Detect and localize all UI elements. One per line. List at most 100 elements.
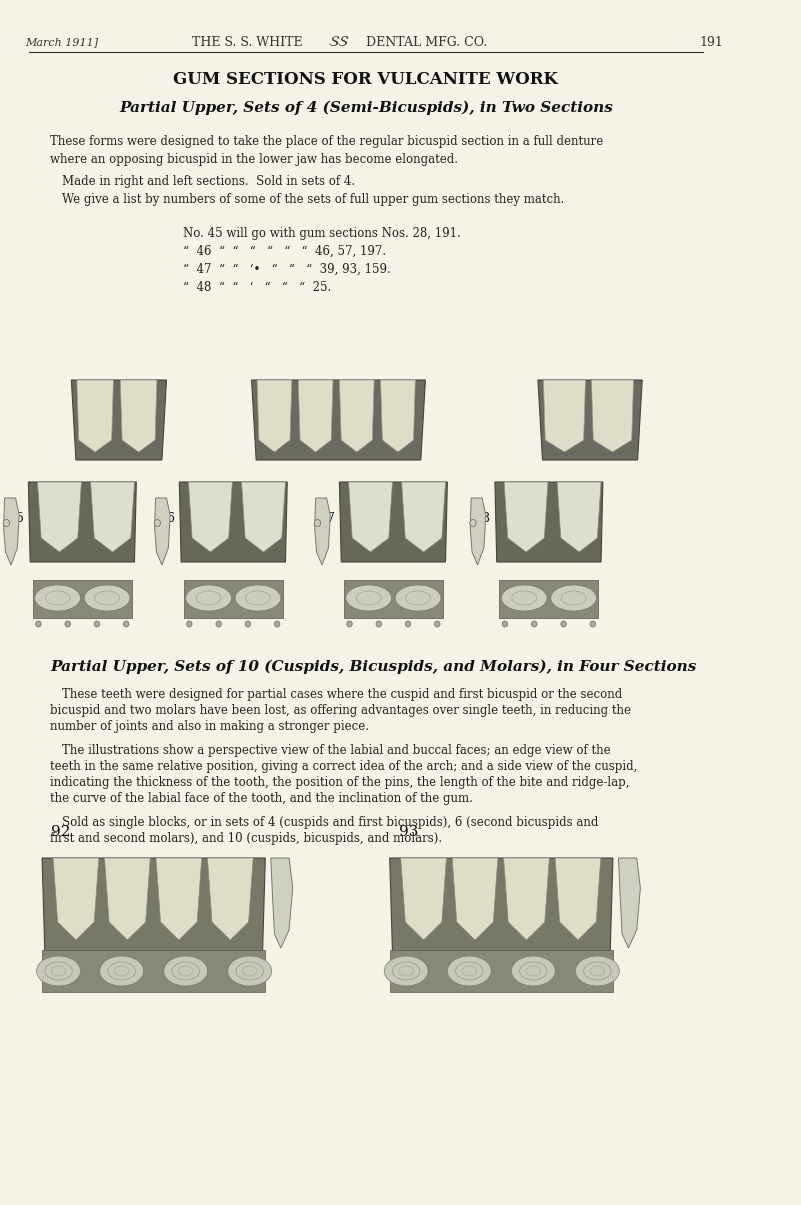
Ellipse shape bbox=[384, 956, 429, 986]
Text: 93: 93 bbox=[399, 825, 418, 839]
Polygon shape bbox=[557, 482, 601, 552]
Polygon shape bbox=[452, 858, 498, 940]
Polygon shape bbox=[500, 580, 598, 618]
Polygon shape bbox=[538, 380, 642, 460]
Polygon shape bbox=[390, 950, 613, 992]
Polygon shape bbox=[380, 380, 416, 452]
Circle shape bbox=[469, 519, 476, 527]
Text: “  47  “  “   ‘•   “   “   “  39, 93, 159.: “ 47 “ “ ‘• “ “ “ 39, 93, 159. bbox=[183, 263, 391, 276]
Text: No. 45 will go with gum sections Nos. 28, 191.: No. 45 will go with gum sections Nos. 28… bbox=[183, 227, 461, 240]
Text: number of joints and also in making a stronger piece.: number of joints and also in making a st… bbox=[50, 721, 369, 733]
Polygon shape bbox=[618, 858, 640, 948]
Ellipse shape bbox=[346, 584, 392, 611]
Ellipse shape bbox=[235, 584, 281, 611]
Text: “  48  “  “   ‘   “   “   “  25.: “ 48 “ “ ‘ “ “ “ 25. bbox=[183, 281, 332, 294]
Circle shape bbox=[95, 621, 99, 627]
Polygon shape bbox=[33, 580, 131, 618]
Ellipse shape bbox=[551, 584, 597, 611]
Polygon shape bbox=[271, 858, 292, 948]
Polygon shape bbox=[257, 380, 292, 452]
Text: teeth in the same relative position, giving a correct idea of the arch; and a si: teeth in the same relative position, giv… bbox=[50, 760, 638, 772]
Polygon shape bbox=[495, 482, 603, 562]
Polygon shape bbox=[184, 580, 283, 618]
Text: THE S. S. WHITE: THE S. S. WHITE bbox=[192, 35, 303, 48]
Polygon shape bbox=[91, 482, 135, 552]
Ellipse shape bbox=[34, 584, 81, 611]
Polygon shape bbox=[340, 482, 447, 562]
Polygon shape bbox=[38, 482, 82, 552]
Circle shape bbox=[123, 621, 129, 627]
Polygon shape bbox=[591, 380, 634, 452]
Polygon shape bbox=[252, 380, 425, 460]
Circle shape bbox=[154, 519, 160, 527]
Polygon shape bbox=[400, 858, 446, 940]
Circle shape bbox=[532, 621, 537, 627]
Circle shape bbox=[187, 621, 192, 627]
Polygon shape bbox=[207, 858, 253, 940]
Circle shape bbox=[65, 621, 70, 627]
Text: indicating the thickness of the tooth, the position of the pins, the length of t: indicating the thickness of the tooth, t… bbox=[50, 776, 630, 789]
Polygon shape bbox=[42, 950, 265, 992]
Polygon shape bbox=[390, 858, 613, 952]
Circle shape bbox=[347, 621, 352, 627]
Circle shape bbox=[216, 621, 221, 627]
Text: Made in right and left sections.  Sold in sets of 4.: Made in right and left sections. Sold in… bbox=[62, 175, 356, 188]
Ellipse shape bbox=[447, 956, 491, 986]
Circle shape bbox=[275, 621, 280, 627]
Polygon shape bbox=[42, 858, 265, 952]
Text: where an opposing bicuspid in the lower jaw has become elongated.: where an opposing bicuspid in the lower … bbox=[50, 153, 458, 166]
Text: DENTAL MFG. CO.: DENTAL MFG. CO. bbox=[366, 35, 487, 48]
Polygon shape bbox=[4, 498, 19, 565]
Circle shape bbox=[561, 621, 566, 627]
Circle shape bbox=[36, 621, 41, 627]
Text: Partial Upper, Sets of 4 (Semi-Bicuspids), in Two Sections: Partial Upper, Sets of 4 (Semi-Bicuspids… bbox=[119, 101, 613, 116]
Text: 92: 92 bbox=[51, 825, 70, 839]
Polygon shape bbox=[71, 380, 167, 460]
Polygon shape bbox=[156, 858, 202, 940]
Text: 191: 191 bbox=[700, 35, 724, 48]
Polygon shape bbox=[340, 380, 374, 452]
Polygon shape bbox=[120, 380, 157, 452]
Text: Partial Upper, Sets of 10 (Cuspids, Bicuspids, and Molars), in Four Sections: Partial Upper, Sets of 10 (Cuspids, Bicu… bbox=[50, 660, 697, 675]
Polygon shape bbox=[315, 498, 330, 565]
Ellipse shape bbox=[163, 956, 207, 986]
Circle shape bbox=[314, 519, 320, 527]
Circle shape bbox=[245, 621, 251, 627]
Ellipse shape bbox=[575, 956, 619, 986]
Polygon shape bbox=[504, 858, 549, 940]
Text: 48: 48 bbox=[475, 511, 491, 524]
Polygon shape bbox=[188, 482, 232, 552]
Ellipse shape bbox=[99, 956, 143, 986]
Text: The illustrations show a perspective view of the labial and buccal faces; an edg: The illustrations show a perspective vie… bbox=[62, 743, 611, 757]
Polygon shape bbox=[77, 380, 114, 452]
Ellipse shape bbox=[186, 584, 231, 611]
Polygon shape bbox=[104, 858, 151, 940]
Polygon shape bbox=[348, 482, 392, 552]
Ellipse shape bbox=[395, 584, 441, 611]
Circle shape bbox=[3, 519, 10, 527]
Ellipse shape bbox=[227, 956, 272, 986]
Polygon shape bbox=[401, 482, 445, 552]
Polygon shape bbox=[242, 482, 285, 552]
Polygon shape bbox=[344, 580, 443, 618]
Text: bicuspid and two molars have been lost, as offering advantages over single teeth: bicuspid and two molars have been lost, … bbox=[50, 704, 631, 717]
Polygon shape bbox=[179, 482, 288, 562]
Text: We give a list by numbers of some of the sets of full upper gum sections they ma: We give a list by numbers of some of the… bbox=[62, 193, 565, 206]
Text: Sold as single blocks, or in sets of 4 (cuspids and first bicuspids), 6 (second : Sold as single blocks, or in sets of 4 (… bbox=[62, 816, 598, 829]
Polygon shape bbox=[53, 858, 99, 940]
Text: March 1911]: March 1911] bbox=[26, 37, 99, 47]
Text: 45: 45 bbox=[8, 511, 24, 524]
Ellipse shape bbox=[84, 584, 130, 611]
Circle shape bbox=[434, 621, 440, 627]
Polygon shape bbox=[298, 380, 333, 452]
Text: the curve of the labial face of the tooth, and the inclination of the gum.: the curve of the labial face of the toot… bbox=[50, 792, 473, 805]
Text: $\mathcal{SS}$: $\mathcal{SS}$ bbox=[328, 35, 349, 49]
Ellipse shape bbox=[501, 584, 547, 611]
Polygon shape bbox=[155, 498, 170, 565]
Circle shape bbox=[405, 621, 411, 627]
Text: These forms were designed to take the place of the regular bicuspid section in a: These forms were designed to take the pl… bbox=[50, 135, 604, 148]
Polygon shape bbox=[543, 380, 586, 452]
Ellipse shape bbox=[511, 956, 555, 986]
Text: 46: 46 bbox=[159, 511, 175, 524]
Text: “  46  “  “   “   “   “   “  46, 57, 197.: “ 46 “ “ “ “ “ “ 46, 57, 197. bbox=[183, 245, 386, 258]
